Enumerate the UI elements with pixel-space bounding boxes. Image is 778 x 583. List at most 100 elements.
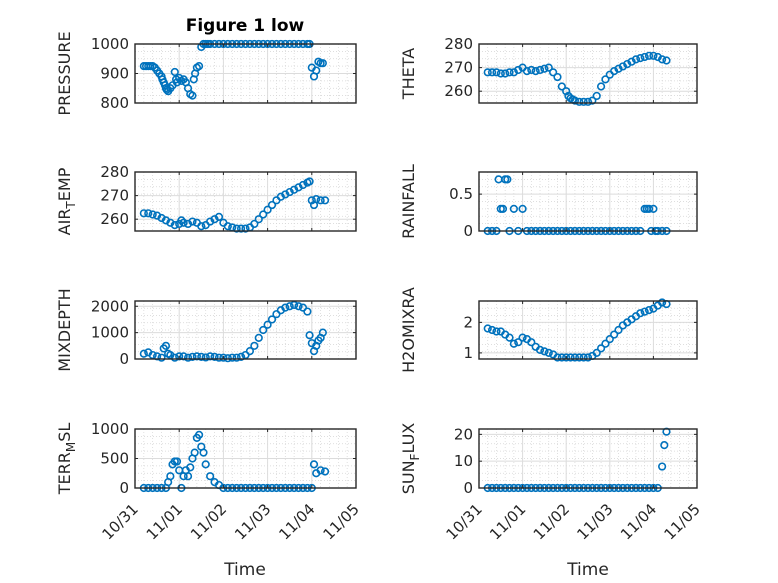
data-point xyxy=(281,303,290,312)
data-point xyxy=(498,204,508,213)
y-axis-label: RAINFALL xyxy=(399,164,418,239)
data-point xyxy=(592,91,601,101)
data-point xyxy=(596,82,606,91)
data-point xyxy=(267,200,277,210)
data-point xyxy=(206,472,215,481)
data-point xyxy=(250,219,259,229)
x-tick-label: 10/31 xyxy=(443,500,486,543)
data-point xyxy=(183,472,193,481)
data-point xyxy=(312,66,321,75)
data-point xyxy=(605,335,614,344)
data-point xyxy=(170,221,179,230)
x-axis-label-right: Time xyxy=(566,560,609,580)
y-tick-label: 10 xyxy=(454,452,473,470)
data-point xyxy=(583,97,593,106)
axes-frame xyxy=(478,428,698,489)
data-point xyxy=(544,348,553,357)
data-point xyxy=(312,195,321,204)
y-tick-label: 260 xyxy=(100,210,129,228)
data-point xyxy=(172,78,182,87)
data-point xyxy=(179,218,188,227)
data-point xyxy=(487,68,497,77)
data-point xyxy=(259,325,268,335)
data-point xyxy=(483,324,492,333)
data-point xyxy=(219,353,228,362)
data-point xyxy=(170,67,179,77)
x-tick-label: 11/03 xyxy=(231,500,274,543)
data-point xyxy=(518,333,527,342)
data-point xyxy=(139,349,148,358)
data-point xyxy=(183,353,193,362)
data-point xyxy=(496,69,505,78)
x-tick-label: 11/01 xyxy=(143,500,186,543)
data-point xyxy=(544,63,553,72)
y-tick-label: 800 xyxy=(100,94,129,112)
data-point xyxy=(588,96,597,105)
data-point xyxy=(139,209,148,218)
data-point xyxy=(172,457,182,466)
data-point xyxy=(566,353,575,362)
x-tick-label: 11/01 xyxy=(486,500,529,543)
data-point xyxy=(188,91,197,100)
x-tick-label: 11/05 xyxy=(320,500,363,543)
y-tick-label: 0 xyxy=(119,479,129,497)
data-point xyxy=(579,353,588,362)
data-point xyxy=(540,347,549,356)
data-point xyxy=(631,55,641,64)
data-point xyxy=(214,353,224,362)
data-point xyxy=(305,331,314,340)
y-tick-label: 280 xyxy=(100,163,129,181)
data-point xyxy=(320,467,330,476)
y-tick-label: 2 xyxy=(463,313,473,331)
data-point xyxy=(186,463,195,472)
data-point xyxy=(254,333,263,343)
data-point xyxy=(197,352,206,361)
x-tick-label: 11/04 xyxy=(617,500,660,543)
data-point xyxy=(250,341,259,350)
data-point xyxy=(601,75,610,84)
data-point xyxy=(210,352,219,361)
data-point xyxy=(188,217,197,226)
data-point xyxy=(298,303,308,312)
y-axis-label: SUNFLUX xyxy=(399,423,422,495)
axes-frame xyxy=(478,300,698,360)
data-point xyxy=(658,462,667,471)
y-tick-label: 0.5 xyxy=(449,185,473,203)
axes-frame xyxy=(478,171,698,232)
data-point xyxy=(640,307,649,316)
data-point xyxy=(557,353,566,362)
data-point xyxy=(267,315,277,324)
data-point xyxy=(228,353,237,362)
data-point xyxy=(658,55,667,64)
data-point xyxy=(579,97,588,106)
data-point xyxy=(596,344,606,353)
data-point xyxy=(514,338,523,347)
data-point xyxy=(592,348,601,357)
data-point xyxy=(636,54,645,63)
data-point xyxy=(241,224,250,233)
data-point xyxy=(305,177,314,186)
x-tick-label: 11/02 xyxy=(187,500,230,543)
data-point xyxy=(223,222,232,231)
data-point xyxy=(549,68,558,77)
x-axis-label-left: Time xyxy=(223,560,266,580)
axes-frame xyxy=(134,171,357,232)
data-point xyxy=(505,333,514,342)
data-point xyxy=(318,59,327,68)
data-point xyxy=(245,346,255,356)
data-point xyxy=(188,352,197,361)
axes-frame xyxy=(478,43,698,104)
axes-frame xyxy=(134,300,357,360)
data-point xyxy=(610,330,619,339)
data-point xyxy=(518,204,527,213)
x-tick-label: 11/04 xyxy=(275,500,318,543)
data-point xyxy=(194,430,204,440)
y-tick-label: 900 xyxy=(100,65,129,83)
data-point xyxy=(658,298,667,307)
y-tick-label: 1000 xyxy=(91,420,129,438)
data-point xyxy=(535,345,545,354)
data-point xyxy=(640,52,649,62)
y-tick-label: 270 xyxy=(100,187,129,205)
data-point xyxy=(492,68,501,77)
x-tick-label: 11/02 xyxy=(530,500,573,543)
